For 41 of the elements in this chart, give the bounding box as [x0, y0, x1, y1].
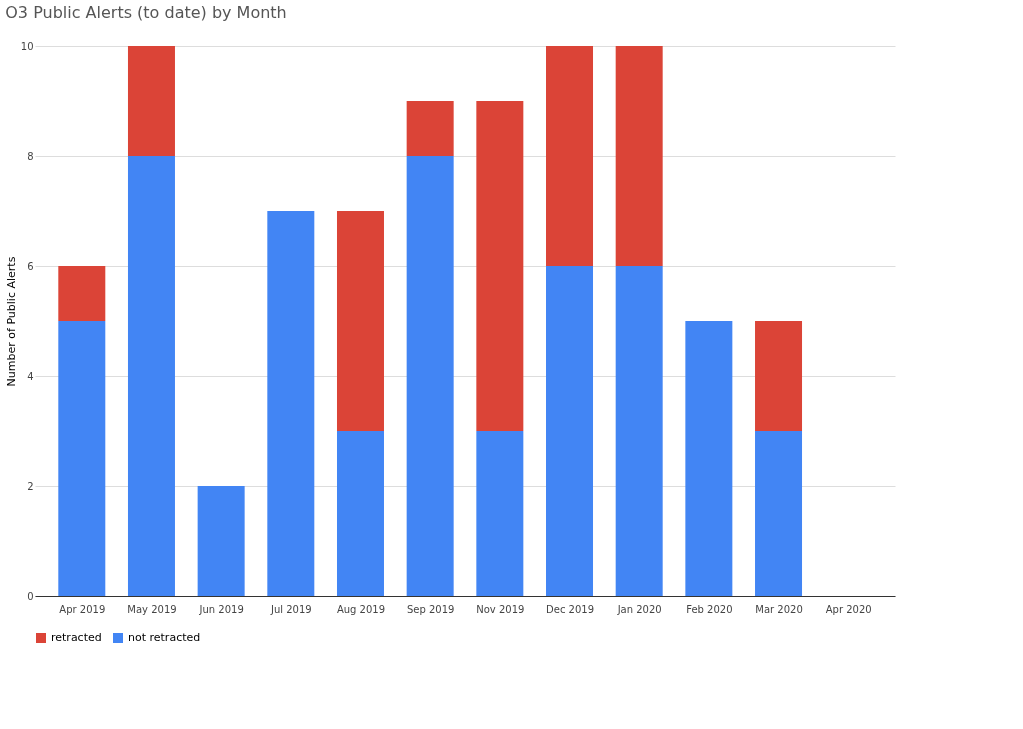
- bar: [546, 266, 594, 596]
- bar: [58, 266, 106, 321]
- bar: [755, 431, 803, 596]
- y-tick-label: 10: [20, 40, 34, 52]
- bar: [267, 211, 315, 596]
- bar: [615, 266, 663, 596]
- x-tick-label: Feb 2020: [686, 603, 733, 615]
- x-tick-label: Aug 2019: [336, 603, 386, 615]
- bar: [336, 431, 384, 596]
- y-tick-label: 0: [27, 590, 34, 602]
- bar: [127, 46, 175, 156]
- x-tick-label: Jul 2019: [269, 603, 312, 615]
- y-tick-label: 2: [27, 480, 34, 492]
- y-tick-label: 8: [27, 150, 34, 162]
- legend-label: not retracted: [128, 631, 201, 644]
- x-tick-label: Mar 2020: [755, 603, 803, 615]
- chart-title: O3 Public Alerts (to date) by Month: [5, 3, 287, 22]
- bar: [406, 101, 454, 156]
- y-tick-label: 4: [27, 370, 34, 382]
- bar: [546, 46, 594, 266]
- legend-label: retracted: [51, 631, 102, 644]
- bar: [127, 156, 175, 596]
- bar: [685, 321, 733, 596]
- x-tick-label: Sep 2019: [406, 603, 455, 615]
- x-tick-label: Jun 2019: [198, 603, 244, 615]
- bar: [336, 211, 384, 431]
- x-tick-label: Nov 2019: [476, 603, 525, 615]
- x-tick-label: Apr 2020: [825, 603, 872, 615]
- bar: [197, 486, 245, 596]
- x-tick-label: May 2019: [127, 603, 177, 615]
- x-tick-label: Dec 2019: [546, 603, 594, 615]
- bar: [406, 156, 454, 596]
- bar: [755, 321, 803, 431]
- bar: [476, 431, 524, 596]
- bar: [615, 46, 663, 266]
- x-tick-label: Jan 2020: [616, 603, 662, 615]
- x-tick-label: Apr 2019: [59, 603, 106, 615]
- y-axis-title: Number of Public Alerts: [4, 256, 18, 387]
- bar: [58, 321, 106, 596]
- y-tick-label: 6: [27, 260, 34, 272]
- bar: [476, 101, 524, 431]
